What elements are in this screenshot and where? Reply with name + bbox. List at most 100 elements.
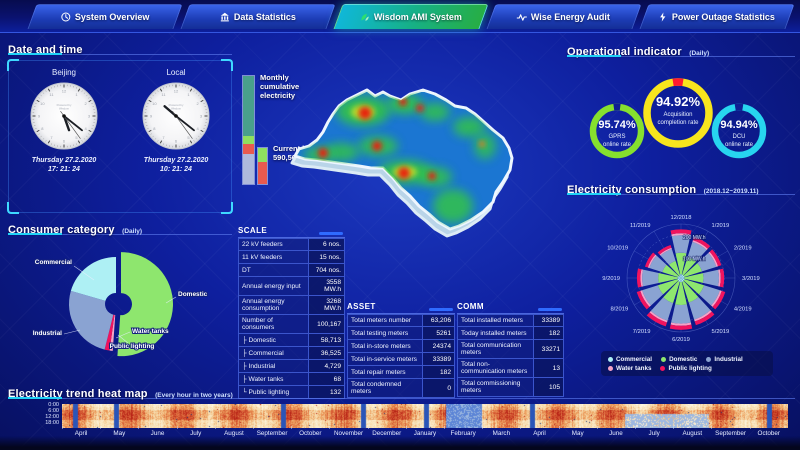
month-tick-label: December (367, 426, 406, 437)
clock-time: 10: 21: 24 (160, 166, 192, 173)
rose-month-label: 4/2019 (734, 307, 752, 313)
tab-wisdom-ami-system[interactable]: Wisdom AMI System (333, 4, 489, 29)
heatmap-hour-axis: 0:00 6:00 12:00 18:00 (34, 402, 59, 426)
svg-text:3: 3 (88, 113, 91, 118)
pie-slice-public-lighting[interactable] (104, 314, 115, 351)
asset-table-header: ASSET (347, 302, 455, 314)
tab-system-overview[interactable]: System Overview (27, 4, 183, 29)
month-tick-label: July (635, 426, 673, 437)
table-row: Today installed meters 182 (457, 327, 564, 340)
rose-sector (684, 273, 704, 283)
rose-sector (679, 275, 681, 278)
row-label: Total in-store meters (351, 342, 411, 350)
tab-label: Wise Energy Audit (531, 12, 611, 22)
rose-month-label: 7/2019 (633, 329, 651, 335)
svg-text:2: 2 (85, 101, 88, 106)
rose-sector (642, 269, 659, 287)
building-icon (220, 12, 230, 22)
rose-sector (663, 281, 680, 304)
rose-sector (677, 277, 681, 279)
month-tick-label: July (176, 426, 215, 437)
tab-wise-energy-audit[interactable]: Wise Energy Audit (486, 4, 642, 29)
rose-sector (636, 268, 642, 288)
rose-month-label: 11/2019 (630, 223, 651, 229)
rose-sector (719, 268, 725, 288)
svg-text:Commercial: Commercial (35, 259, 72, 266)
legend-dot (608, 356, 613, 362)
svg-text:Wisdom: Wisdom (171, 106, 182, 110)
rose-sector (649, 310, 668, 323)
scrollbar-dash[interactable] (538, 308, 562, 311)
svg-text:8: 8 (153, 126, 156, 131)
row-value: 33389 (533, 315, 563, 326)
scrollbar-dash[interactable] (319, 232, 343, 235)
row-label: Total condemned meters (351, 381, 402, 395)
svg-text:Domestic: Domestic (178, 291, 208, 298)
rose-sector (669, 324, 693, 330)
svg-text:Powered by: Powered by (57, 103, 72, 107)
svg-text:1: 1 (75, 92, 78, 97)
row-label: ├ Commercial (242, 349, 284, 357)
tab-power-outage-statistics[interactable]: Power Outage Statistics (639, 4, 795, 29)
svg-text:12: 12 (62, 88, 67, 93)
rose-sector (680, 278, 682, 283)
clock-icon (61, 12, 71, 22)
table-row: Total condemned meters 0 (347, 379, 455, 398)
legend-item-industrial[interactable]: Industrial (706, 356, 743, 363)
hour-tick-label: 12:00 (45, 414, 59, 420)
comm-table-body: Total installed meters 33389 Today install… (457, 314, 564, 397)
rose-radial-label: 200 MW.h (683, 235, 706, 241)
consumption-rose-chart: 12/2018 1/2019 2/2019 3/2019 4/2019 5/2019 6/2… (602, 215, 759, 343)
bar-segment (258, 148, 267, 162)
table-row: Total testing meters 5261 (347, 327, 455, 340)
rose-sector (681, 274, 684, 278)
scale-title: SCALE (238, 226, 268, 235)
rose-sector (681, 275, 685, 278)
table-row: ├ Industrial 4,729 (238, 360, 345, 373)
trend-header: Electricity trend heat map (Every hour i… (8, 384, 795, 400)
scale-table-body: 22 kV feeders 6 nos. 11 kV feeders 15 nos. D… (238, 238, 345, 399)
bar-segment (258, 161, 267, 184)
legend-item-domestic[interactable]: Domestic (661, 356, 697, 363)
row-value: 6 nos. (308, 239, 344, 250)
rose-sector (708, 251, 719, 267)
pie-slice-domestic[interactable] (117, 252, 173, 357)
tab-inner: Power Outage Statistics (658, 12, 775, 22)
rose-sector (694, 311, 715, 326)
legend-item-water-tanks[interactable]: Water tanks (608, 365, 651, 372)
panel-corner (7, 59, 19, 71)
svg-text:3: 3 (200, 113, 203, 118)
rose-sector (675, 252, 687, 275)
clock-date: Thursday 27.2.2020 (31, 157, 97, 164)
top-nav: System Overview Data Statistics Wisdom AMI… (0, 0, 800, 33)
bar-segment (243, 136, 254, 145)
rose-sector (650, 297, 674, 321)
rose-sector (681, 278, 685, 281)
tab-data-statistics[interactable]: Data Statistics (180, 4, 336, 29)
rose-sector (697, 252, 717, 272)
rose-sector (678, 275, 681, 278)
row-value: 13 (533, 359, 563, 377)
heatmap-wrap (62, 404, 788, 428)
comm-title: COMM (457, 302, 484, 311)
pie-slice-commercial[interactable] (70, 257, 116, 301)
pie-slice-water-tanks[interactable] (109, 314, 116, 351)
rose-sector (675, 282, 687, 305)
clock-time: 17: 21: 24 (48, 166, 80, 173)
legend-item-commercial[interactable]: Commercial (608, 356, 652, 363)
rose-sector (680, 274, 682, 278)
scrollbar-dash[interactable] (429, 308, 453, 311)
svg-text:9: 9 (38, 113, 41, 118)
svg-text:9: 9 (150, 113, 153, 118)
footer-fade (0, 436, 800, 450)
trend-subtitle: (Every hour in two years) (155, 392, 233, 399)
hour-tick-label: 0:00 (48, 402, 59, 408)
row-value: 33271 (533, 340, 563, 358)
gauge-label-2: online rate (725, 142, 754, 148)
pie-slice-industrial[interactable] (68, 290, 114, 350)
datetime-panel (7, 59, 233, 214)
table-row: Total commissioning meters 105 (457, 378, 564, 397)
legend-item-public-lighting[interactable]: Public lighting (660, 365, 712, 372)
